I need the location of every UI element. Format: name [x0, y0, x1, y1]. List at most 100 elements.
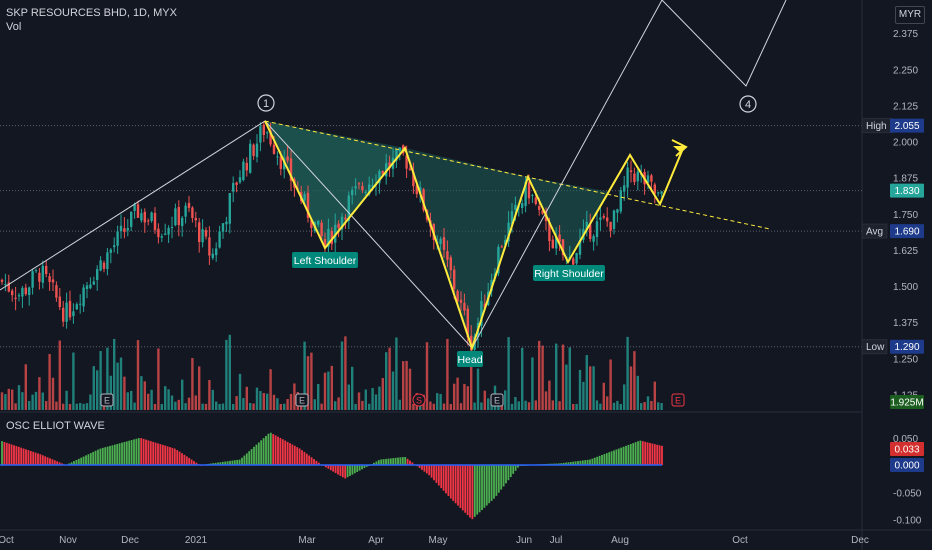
osc-bar [389, 458, 392, 465]
candle-body [585, 221, 588, 230]
candle-body [650, 175, 653, 182]
osc-bar [185, 456, 188, 465]
candle-body [55, 285, 58, 298]
osc-bar [41, 455, 44, 465]
volume-bar [286, 398, 289, 410]
candle-body [262, 124, 265, 135]
volume-badge-value: 1.925M [890, 398, 923, 409]
osc-bar [337, 465, 339, 475]
osc-bar [406, 458, 409, 465]
volume-bar [616, 400, 619, 410]
volume-bar [442, 403, 446, 410]
candle-body [177, 207, 180, 226]
head-label: Head [457, 354, 482, 366]
volume-bar [211, 389, 214, 410]
volume-bar [381, 378, 384, 410]
candle-body [75, 304, 78, 310]
osc-bar [176, 450, 179, 465]
osc-bar [577, 461, 579, 465]
osc-bar [353, 465, 356, 474]
volume-bar [38, 377, 41, 410]
candle-body [592, 236, 595, 242]
osc-bar [315, 460, 318, 465]
osc-bar [85, 455, 87, 465]
osc-bar [605, 453, 608, 465]
osc-value-a-value: 0.033 [894, 445, 919, 456]
candle-body [150, 212, 153, 221]
candle-body [578, 240, 582, 255]
osc-value-b-value-bg [890, 458, 924, 472]
candle-body [371, 185, 374, 187]
osc-bar [233, 460, 236, 465]
osc-bar [629, 443, 632, 465]
volume-bar [150, 389, 153, 410]
target-arrow-tip [671, 139, 688, 157]
osc-bar [262, 438, 265, 465]
candle-body [500, 246, 503, 248]
osc-bar [39, 454, 42, 465]
price-tick: 1.750 [893, 210, 918, 221]
volume-bar [347, 384, 350, 410]
osc-bar [596, 456, 599, 465]
candle-body [147, 220, 150, 222]
candle-body [357, 183, 361, 185]
osc-bar [113, 444, 116, 465]
osc-bar [428, 465, 431, 476]
osc-bar [80, 457, 83, 465]
candle-body [109, 249, 112, 253]
osc-bar [56, 461, 59, 465]
volume-bar [629, 366, 633, 410]
osc-bar [627, 444, 630, 465]
osc-bar [281, 439, 284, 465]
price-tick: 1.375 [893, 318, 918, 329]
volume-bar [357, 392, 361, 410]
time-tick: Mar [298, 535, 316, 546]
candle-body [541, 210, 544, 214]
osc-bar [291, 444, 294, 465]
osc-bar [387, 458, 390, 465]
osc-bar [620, 447, 623, 465]
high-badge-value: 2.055 [894, 121, 919, 132]
volume-bar [130, 390, 133, 410]
osc-bar [269, 432, 272, 465]
osc-bar [231, 460, 234, 465]
candle-body [232, 183, 235, 192]
osc-bar [305, 453, 308, 465]
osc-bar [517, 465, 519, 468]
volume-bar [371, 388, 374, 410]
candle-body [453, 269, 456, 289]
osc-label: OSC ELLIOT WAVE [6, 420, 105, 432]
osc-bar [161, 444, 164, 465]
volume-bar [408, 368, 412, 410]
osc-bar [130, 440, 133, 465]
candle-body [551, 239, 554, 249]
osc-bar [610, 451, 613, 465]
candle-body [660, 191, 663, 194]
candle-body [575, 253, 578, 264]
currency-badge[interactable]: MYR [895, 6, 925, 24]
volume-bar [300, 403, 303, 410]
osc-bar [20, 447, 23, 465]
osc-bar [639, 440, 642, 465]
volume-bar [313, 399, 316, 410]
volume-bar [473, 402, 476, 410]
osc-bar [272, 434, 275, 465]
volume-bar [89, 394, 92, 410]
volume-bar [456, 377, 459, 410]
volume-bar [72, 352, 75, 410]
osc-bar [22, 448, 25, 465]
candle-body [249, 143, 252, 173]
osc-tick: -0.100 [893, 516, 922, 527]
volume-bar [269, 369, 272, 410]
right-shoulder-label: Right Shoulder [534, 268, 604, 280]
pattern-fill-left-shoulder [265, 121, 405, 248]
volume-bar [48, 353, 51, 410]
osc-bar [5, 442, 8, 465]
osc-bar [267, 433, 270, 465]
left-shoulder-label: Left Shoulder [294, 255, 357, 267]
volume-bar [242, 398, 245, 410]
candle-body [388, 162, 391, 169]
volume-bar [119, 357, 123, 410]
volume-bar [228, 334, 231, 410]
